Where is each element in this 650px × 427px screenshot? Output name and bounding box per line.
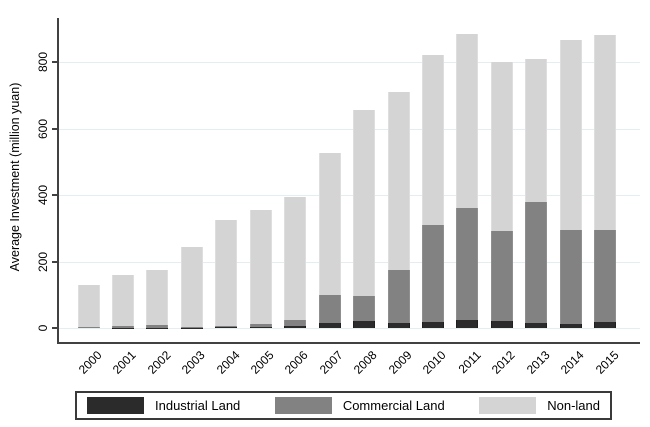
x-tick-label: 2006 bbox=[282, 348, 312, 377]
bar-segment-industrial-land-2010 bbox=[422, 322, 444, 328]
bar-segment-commercial-land-2013 bbox=[525, 201, 548, 323]
bar-segment-industrial-land-2009 bbox=[387, 323, 410, 328]
x-axis-line bbox=[56, 341, 640, 344]
x-tick-label: 2014 bbox=[557, 348, 587, 377]
gridline bbox=[58, 62, 640, 63]
bar-segment-commercial-land-2000 bbox=[77, 327, 100, 329]
y-tick-label: 0 bbox=[36, 324, 50, 332]
bar-segment-industrial-land-2005 bbox=[249, 327, 272, 328]
bar-segment-non-land-2003 bbox=[180, 246, 203, 327]
y-tick-label: 800 bbox=[36, 51, 50, 73]
y-tick-mark bbox=[52, 127, 57, 130]
x-tick-label: 2000 bbox=[75, 348, 105, 377]
bar-segment-commercial-land-2003 bbox=[180, 326, 203, 328]
bar-segment-non-land-2011 bbox=[456, 33, 479, 209]
bar-segment-industrial-land-2011 bbox=[456, 319, 479, 328]
bar-segment-commercial-land-2014 bbox=[559, 229, 582, 324]
bar-segment-industrial-land-2013 bbox=[525, 323, 548, 328]
bar-segment-non-land-2013 bbox=[525, 58, 548, 202]
y-tick-mark bbox=[52, 194, 57, 196]
bar-segment-commercial-land-2012 bbox=[490, 231, 513, 321]
x-tick-label: 2003 bbox=[178, 348, 208, 377]
y-axis-title: Average Investment (million yuan) bbox=[8, 82, 22, 272]
bar-segment-industrial-land-2014 bbox=[559, 324, 582, 328]
legend-item-nonland: Non-land bbox=[479, 397, 600, 414]
x-tick-label: 2005 bbox=[247, 348, 277, 377]
bar-segment-commercial-land-2001 bbox=[111, 325, 134, 328]
bar-segment-non-land-2002 bbox=[146, 269, 169, 326]
legend-label-nonland: Non-land bbox=[547, 398, 600, 413]
bar-segment-non-land-2004 bbox=[215, 219, 238, 326]
bar-segment-non-land-2015 bbox=[594, 35, 617, 230]
gridline bbox=[58, 328, 640, 329]
x-tick-label: 2012 bbox=[489, 348, 518, 377]
bar-segment-commercial-land-2007 bbox=[318, 294, 341, 323]
bar-segment-industrial-land-2012 bbox=[490, 321, 513, 328]
y-tick-label: 400 bbox=[36, 184, 50, 206]
x-tick-label: 2011 bbox=[455, 348, 484, 377]
bar-segment-industrial-land-2015 bbox=[594, 322, 617, 328]
bar-segment-non-land-2010 bbox=[422, 55, 444, 225]
x-tick-label: 2007 bbox=[316, 348, 346, 377]
legend: Industrial Land Commercial Land Non-land bbox=[75, 391, 612, 420]
y-tick-mark bbox=[52, 327, 57, 329]
y-tick-label: 600 bbox=[36, 118, 50, 139]
bar-segment-non-land-2006 bbox=[284, 196, 307, 320]
bar-segment-industrial-land-2002 bbox=[146, 327, 169, 329]
y-tick-mark bbox=[52, 61, 57, 63]
bar-segment-commercial-land-2008 bbox=[353, 296, 376, 322]
x-tick-label: 2013 bbox=[523, 348, 553, 377]
bar-segment-industrial-land-2004 bbox=[215, 327, 238, 329]
bar-segment-non-land-2008 bbox=[353, 110, 376, 297]
bar-segment-commercial-land-2006 bbox=[284, 319, 307, 327]
bar-segment-commercial-land-2002 bbox=[146, 325, 169, 328]
bar-segment-commercial-land-2015 bbox=[594, 229, 617, 322]
legend-item-industrial: Industrial Land bbox=[87, 397, 240, 414]
bar-segment-commercial-land-2009 bbox=[387, 269, 410, 323]
gridline bbox=[58, 195, 640, 196]
x-tick-label: 2008 bbox=[351, 348, 380, 377]
x-tick-label: 2010 bbox=[420, 348, 449, 377]
industrial-land-swatch bbox=[87, 397, 144, 414]
commercial-land-swatch bbox=[274, 397, 332, 414]
bar-segment-commercial-land-2004 bbox=[215, 325, 238, 328]
legend-label-industrial: Industrial Land bbox=[155, 398, 241, 413]
x-tick-label: 2009 bbox=[385, 348, 415, 377]
bar-segment-non-land-2012 bbox=[490, 62, 513, 232]
gridline bbox=[58, 128, 640, 130]
legend-label-commercial: Commercial Land bbox=[342, 398, 445, 413]
bar-segment-industrial-land-2007 bbox=[318, 323, 341, 328]
y-tick-label: 200 bbox=[36, 251, 50, 272]
bar-segment-industrial-land-2003 bbox=[180, 327, 203, 329]
y-tick-mark bbox=[52, 260, 57, 263]
bar-segment-commercial-land-2005 bbox=[249, 324, 272, 327]
bar-segment-industrial-land-2001 bbox=[111, 327, 134, 329]
bar-segment-commercial-land-2010 bbox=[422, 224, 444, 323]
x-tick-label: 2002 bbox=[144, 348, 174, 377]
bar-segment-industrial-land-2006 bbox=[284, 326, 307, 328]
y-axis-line bbox=[56, 18, 59, 343]
legend-item-commercial: Commercial Land bbox=[274, 397, 445, 414]
bar-segment-industrial-land-2008 bbox=[353, 321, 376, 328]
non-land-swatch bbox=[479, 397, 537, 414]
bar-segment-non-land-2014 bbox=[559, 40, 582, 230]
bar-segment-non-land-2009 bbox=[387, 91, 410, 270]
x-tick-label: 2015 bbox=[592, 348, 622, 377]
bar-segment-non-land-2001 bbox=[111, 274, 134, 326]
x-tick-label: 2004 bbox=[213, 348, 243, 377]
bar-segment-non-land-2005 bbox=[249, 209, 272, 325]
bar-segment-non-land-2000 bbox=[77, 284, 100, 328]
gridline bbox=[58, 261, 640, 263]
bar-segment-commercial-land-2011 bbox=[456, 208, 479, 320]
bar-segment-non-land-2007 bbox=[318, 153, 341, 295]
x-tick-label: 2001 bbox=[110, 348, 139, 377]
